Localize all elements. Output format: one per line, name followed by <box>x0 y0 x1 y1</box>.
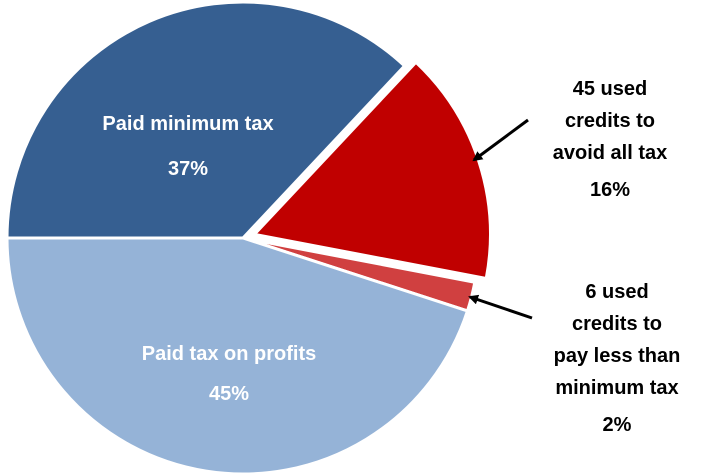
slice-label-1: 45 used credits to avoid all tax <box>553 78 668 164</box>
pie-slices <box>5 0 492 473</box>
callout-arrow <box>468 294 533 320</box>
pie-slice-paid-tax-on-profits <box>5 236 469 473</box>
slice-label-2: 6 used credits to pay less than minimum tax <box>554 281 681 399</box>
slice-percent-label: 45% <box>209 383 249 405</box>
slice-percent-label: 16% <box>590 179 630 201</box>
slice-label-0: Paid minimum tax <box>102 113 273 135</box>
slice-label-line: minimum tax <box>555 377 678 399</box>
slice-percent-label: 2% <box>603 414 632 436</box>
slice-label-line: credits to <box>572 313 662 335</box>
slice-label-line: Paid minimum tax <box>102 113 273 135</box>
slice-label-line: credits to <box>565 110 655 132</box>
slice-label-line: 45 used <box>573 78 647 100</box>
slice-label-3: Paid tax on profits <box>142 343 316 365</box>
pie-slice-45-used-credits-to-avoid-all-tax <box>252 60 492 281</box>
callout-arrow <box>472 118 529 162</box>
slice-label-line: 6 used <box>585 281 648 303</box>
slice-label-line: Paid tax on profits <box>142 343 316 365</box>
slice-label-line: avoid all tax <box>553 142 668 164</box>
callout-arrows <box>468 118 533 320</box>
pie-slice-paid-minimum-tax <box>5 0 407 240</box>
slice-labels: Paid minimum tax 37% 45 used credits to avoi… <box>102 78 680 436</box>
slice-percent-label: 37% <box>168 158 208 180</box>
slice-label-line: pay less than <box>554 345 681 367</box>
